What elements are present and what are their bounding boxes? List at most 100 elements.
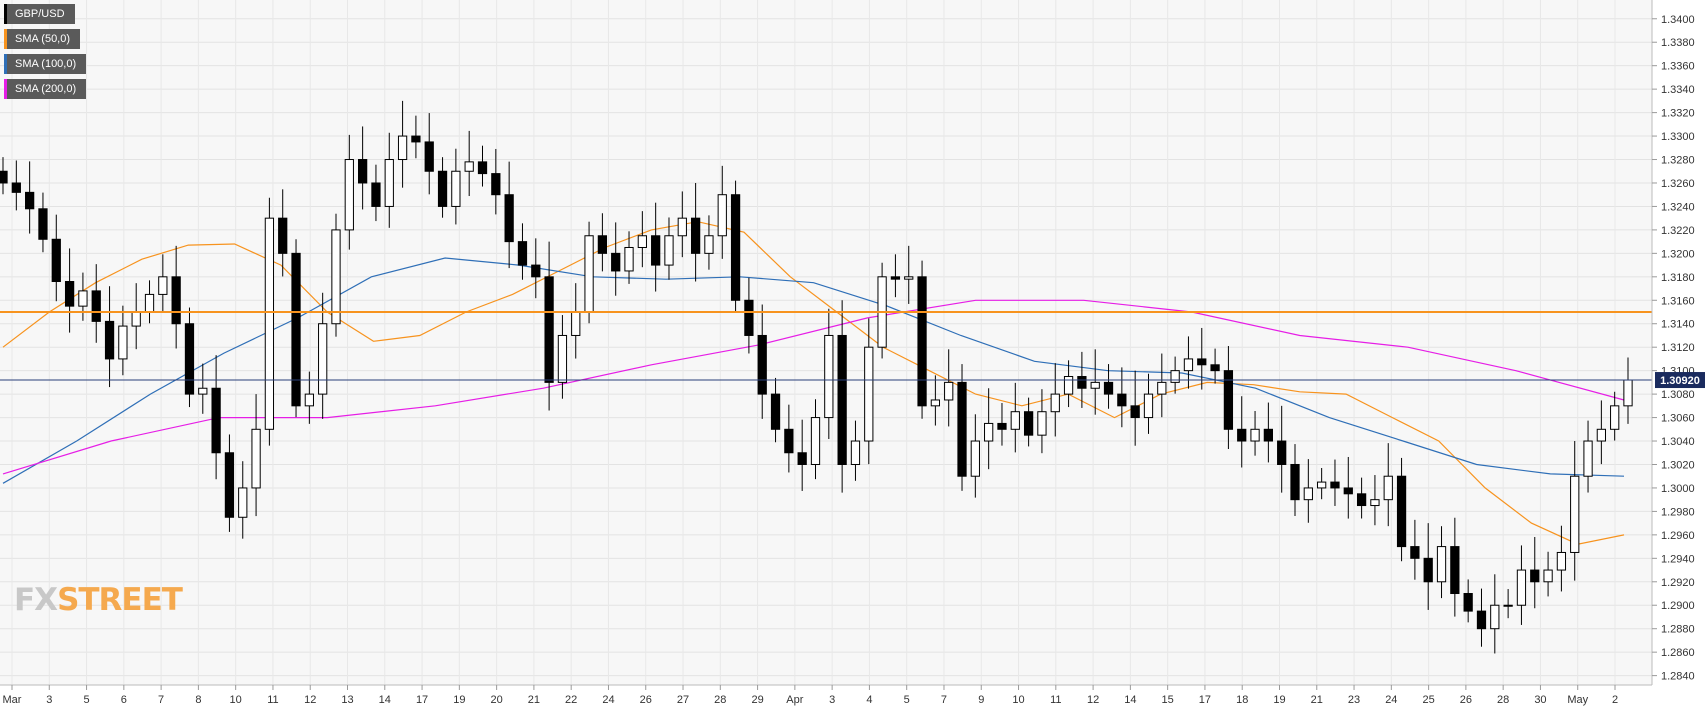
- legend-item-sma100[interactable]: SMA (100,0): [4, 54, 87, 74]
- candle: [797, 419, 807, 491]
- price-tag: 1.30920: [1655, 372, 1705, 389]
- candle: [251, 394, 261, 517]
- candle-body-bullish: [264, 217, 275, 430]
- x-tick-label: 13: [341, 694, 353, 706]
- candle: [1223, 346, 1234, 450]
- y-tick-label: 1.3040: [1661, 436, 1695, 448]
- x-tick-label: 26: [1460, 694, 1472, 706]
- candle-body-bullish: [464, 161, 474, 172]
- candle-body-bearish: [51, 238, 61, 283]
- candle: [597, 213, 608, 272]
- candle-body-bullish: [584, 235, 594, 313]
- candle: [1037, 389, 1047, 454]
- price-tag-label: 1.30920: [1660, 375, 1700, 387]
- y-tick-label: 1.3260: [1661, 178, 1695, 190]
- fxstreet-logo: FXSTREET: [14, 582, 183, 618]
- candle: [1516, 545, 1527, 625]
- y-tick-label: 1.3120: [1661, 342, 1695, 354]
- candle: [624, 231, 634, 284]
- candle: [25, 161, 35, 234]
- candle-body-bearish: [1023, 411, 1034, 436]
- candle: [1370, 475, 1380, 526]
- candle-body-bearish: [1396, 475, 1407, 548]
- candle-body-bullish: [1556, 551, 1567, 571]
- candle-body-bullish: [1010, 411, 1020, 430]
- candle: [451, 148, 461, 225]
- x-tick-label: 23: [1348, 694, 1360, 706]
- candle-body-bullish: [810, 417, 821, 465]
- legend-label-sma50: SMA (50,0): [15, 33, 71, 45]
- legend-swatch-gbpusd: [4, 4, 7, 24]
- candle: [1383, 443, 1393, 527]
- candle: [1103, 364, 1114, 409]
- grid: [0, 0, 1652, 685]
- candle-body-bullish: [158, 276, 168, 295]
- candle: [1503, 589, 1513, 619]
- candle: [1197, 327, 1207, 390]
- candle: [64, 248, 75, 333]
- candle-body-bullish: [824, 334, 834, 419]
- candle: [1090, 349, 1100, 415]
- x-tick-label: May: [1567, 694, 1588, 706]
- candle-body-bullish: [930, 399, 941, 407]
- y-tick-label: 1.2920: [1661, 577, 1695, 589]
- candle-body-bearish: [517, 241, 528, 266]
- x-tick-label: 3: [46, 694, 52, 706]
- candle-body-bearish: [611, 252, 621, 272]
- candle-body-bullish: [1436, 546, 1447, 583]
- candle: [1410, 519, 1420, 580]
- candle-body-bearish: [184, 323, 195, 395]
- candle: [1476, 588, 1487, 647]
- candle: [1170, 356, 1180, 394]
- legend-item-sma200[interactable]: SMA (200,0): [4, 79, 87, 99]
- candle: [1117, 367, 1127, 428]
- x-tick-label: 5: [83, 694, 89, 706]
- candle-body-bullish: [624, 246, 634, 272]
- candle-body-bearish: [1290, 463, 1300, 501]
- candle: [1317, 468, 1327, 500]
- x-tick-label: 10: [1012, 694, 1024, 706]
- candle: [38, 192, 48, 253]
- candle-body-bearish: [730, 194, 741, 301]
- x-tick-label: Mar: [3, 694, 22, 706]
- candle: [864, 318, 874, 465]
- candle: [1596, 400, 1606, 465]
- y-tick-label: 1.3320: [1661, 108, 1695, 120]
- candle-body-bullish: [864, 346, 874, 442]
- x-tick-label: 21: [528, 694, 540, 706]
- y-tick-label: 1.3140: [1661, 319, 1695, 331]
- candle: [11, 160, 21, 211]
- candle: [1610, 391, 1620, 441]
- legend: GBP/USD SMA (50,0) SMA (100,0) SMA (200,…: [4, 4, 87, 104]
- legend-item-gbpusd[interactable]: GBP/USD: [4, 4, 75, 24]
- candle-body-bearish: [1476, 610, 1487, 630]
- y-axis-panel: [1652, 0, 1707, 712]
- candle: [677, 191, 687, 258]
- candle: [1023, 397, 1034, 447]
- y-tick-label: 1.2940: [1661, 553, 1695, 565]
- candle-body-bearish: [424, 141, 434, 172]
- y-tick-label: 1.2840: [1661, 671, 1695, 683]
- candle-body-bullish: [131, 311, 141, 327]
- candle-body-bearish: [770, 393, 781, 430]
- legend-item-sma50[interactable]: SMA (50,0): [4, 29, 81, 49]
- candle: [1396, 457, 1407, 562]
- candle: [1450, 517, 1460, 617]
- candle: [957, 364, 967, 491]
- x-tick-label: 15: [1162, 694, 1174, 706]
- candle: [637, 211, 647, 268]
- candle-body-bullish: [384, 159, 394, 207]
- legend-swatch-sma200: [4, 79, 7, 99]
- candle-body-bullish: [557, 334, 568, 383]
- candle-body-bullish: [1170, 370, 1180, 383]
- candle: [1210, 348, 1220, 384]
- candle: [1237, 396, 1247, 468]
- candle: [318, 292, 328, 419]
- x-axis-ticks: Mar 3 5 6 7 8 10 11 12 13 14 17 19 20 21 22 24 26 27 28 29 Ap…: [3, 685, 1618, 706]
- candle: [757, 304, 767, 419]
- candle-body-bullish: [850, 440, 861, 465]
- candle: [91, 264, 101, 343]
- x-tick-label: 7: [941, 694, 947, 706]
- candle-body-bearish: [211, 387, 221, 454]
- candle-body-bullish: [1090, 381, 1100, 389]
